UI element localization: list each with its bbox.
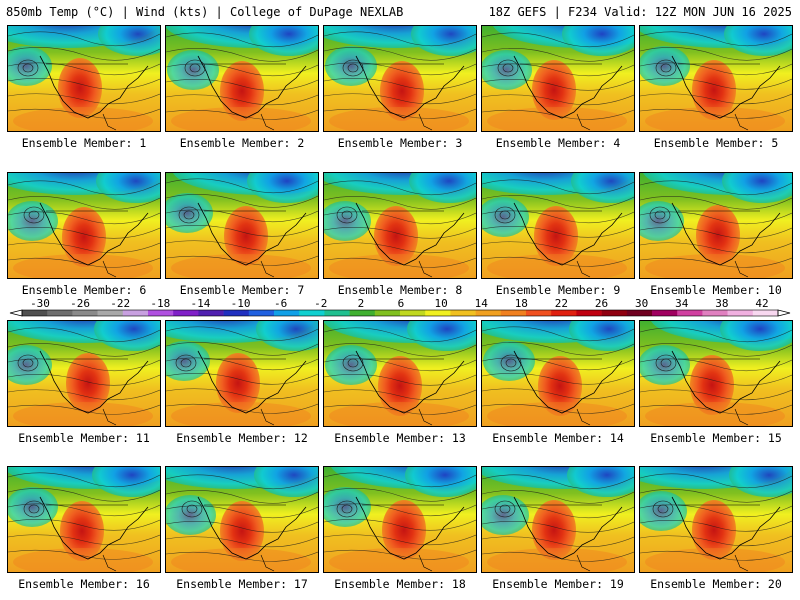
colorbar-tick-label: 26 bbox=[595, 297, 608, 310]
colorbar-swatch bbox=[400, 310, 426, 316]
ensemble-member-map bbox=[165, 320, 319, 427]
colorbar-tick-label: -22 bbox=[110, 297, 130, 310]
ensemble-member-label: Ensemble Member: 11 bbox=[18, 431, 150, 445]
colorbar-tick-label: 10 bbox=[434, 297, 447, 310]
ensemble-member-map bbox=[639, 25, 793, 132]
ensemble-member-label: Ensemble Member: 15 bbox=[650, 431, 782, 445]
colorbar-tick-label: 6 bbox=[398, 297, 405, 310]
colorbar-tick-label: -30 bbox=[30, 297, 50, 310]
colorbar-tick-label: -10 bbox=[231, 297, 251, 310]
colorbar-swatch bbox=[72, 310, 98, 316]
ensemble-member-label: Ensemble Member: 1 bbox=[21, 136, 147, 150]
ensemble-member-map bbox=[165, 25, 319, 132]
ensemble-member-map bbox=[323, 25, 477, 132]
colorbar-swatch bbox=[601, 310, 628, 316]
map-title: 850mb Temp (°C) | Wind (kts) | College o… bbox=[6, 5, 404, 19]
colorbar-swatch bbox=[173, 310, 199, 316]
ensemble-member-map bbox=[323, 172, 477, 279]
colorbar-swatch bbox=[576, 310, 602, 316]
colorbar-tick-label: 22 bbox=[555, 297, 568, 310]
ensemble-member-map bbox=[7, 320, 161, 427]
colorbar-swatch bbox=[349, 310, 376, 316]
ensemble-member-label: Ensemble Member: 10 bbox=[650, 283, 782, 297]
colorbar-tick-label: 14 bbox=[475, 297, 489, 310]
colorbar-tick-label: -26 bbox=[70, 297, 90, 310]
ensemble-member-label: Ensemble Member: 7 bbox=[179, 283, 305, 297]
colorbar-tick-label: 42 bbox=[755, 297, 768, 310]
colorbar-tick-label: 30 bbox=[635, 297, 648, 310]
colorbar-swatch bbox=[274, 310, 300, 316]
colorbar-tick-label: 18 bbox=[515, 297, 528, 310]
colorbar-swatch bbox=[425, 310, 451, 316]
colorbar-swatch bbox=[677, 310, 703, 316]
colorbar-tick-label: -14 bbox=[191, 297, 211, 310]
model-valid-time: 18Z GEFS | F234 Valid: 12Z MON JUN 16 20… bbox=[488, 5, 792, 19]
ensemble-member-map bbox=[323, 466, 477, 573]
ensemble-member-label: Ensemble Member: 18 bbox=[334, 577, 466, 591]
colorbar-swatch bbox=[526, 310, 552, 316]
colorbar-swatch bbox=[374, 310, 401, 316]
colorbar-swatch bbox=[47, 310, 73, 316]
colorbar-tick-label: 2 bbox=[358, 297, 365, 310]
colorbar-swatch bbox=[223, 310, 250, 316]
ensemble-member-label: Ensemble Member: 16 bbox=[18, 577, 150, 591]
colorbar-swatch bbox=[475, 310, 502, 316]
colorbar-swatch bbox=[122, 310, 149, 316]
colorbar-swatch bbox=[97, 310, 124, 316]
colorbar-tick-label: -18 bbox=[150, 297, 170, 310]
ensemble-member-map bbox=[165, 172, 319, 279]
ensemble-member-label: Ensemble Member: 3 bbox=[337, 136, 463, 150]
ensemble-member-label: Ensemble Member: 2 bbox=[179, 136, 305, 150]
colorbar-swatch bbox=[626, 310, 653, 316]
ensemble-member-label: Ensemble Member: 12 bbox=[176, 431, 308, 445]
ensemble-member-map bbox=[481, 25, 635, 132]
colorbar-swatch bbox=[752, 310, 779, 316]
colorbar-swatch bbox=[324, 310, 350, 316]
ensemble-member-label: Ensemble Member: 5 bbox=[653, 136, 779, 150]
ensemble-member-label: Ensemble Member: 13 bbox=[334, 431, 466, 445]
ensemble-member-label: Ensemble Member: 19 bbox=[492, 577, 624, 591]
colorbar-swatch bbox=[727, 310, 754, 316]
ensemble-member-label: Ensemble Member: 6 bbox=[21, 283, 147, 297]
ensemble-member-map bbox=[7, 466, 161, 573]
ensemble-member-map bbox=[639, 320, 793, 427]
colorbar-tick-label: 38 bbox=[715, 297, 728, 310]
ensemble-member-label: Ensemble Member: 8 bbox=[337, 283, 463, 297]
colorbar-swatch bbox=[702, 310, 728, 316]
ensemble-member-label: Ensemble Member: 14 bbox=[492, 431, 624, 445]
ensemble-member-label: Ensemble Member: 9 bbox=[495, 283, 621, 297]
ensemble-member-label: Ensemble Member: 20 bbox=[650, 577, 782, 591]
colorbar-tick-label: -2 bbox=[314, 297, 327, 310]
colorbar-swatch bbox=[198, 310, 224, 316]
ensemble-member-map bbox=[165, 466, 319, 573]
colorbar-swatch bbox=[450, 310, 476, 316]
ensemble-member-map bbox=[7, 172, 161, 279]
ensemble-member-map bbox=[7, 25, 161, 132]
ensemble-member-map bbox=[481, 320, 635, 427]
colorbar-swatch bbox=[551, 310, 577, 316]
colorbar-tick-label: -6 bbox=[274, 297, 287, 310]
colorbar-swatch bbox=[148, 310, 174, 316]
colorbar-swatch bbox=[500, 310, 527, 316]
ensemble-member-label: Ensemble Member: 4 bbox=[495, 136, 621, 150]
colorbar-swatch bbox=[248, 310, 275, 316]
ensemble-member-map bbox=[481, 172, 635, 279]
ensemble-member-map bbox=[639, 466, 793, 573]
colorbar-swatch bbox=[299, 310, 325, 316]
ensemble-member-label: Ensemble Member: 17 bbox=[176, 577, 308, 591]
colorbar-tick-label: 34 bbox=[675, 297, 689, 310]
ensemble-member-map bbox=[481, 466, 635, 573]
ensemble-member-map bbox=[323, 320, 477, 427]
colorbar-swatch bbox=[22, 310, 48, 316]
colorbar-swatch bbox=[652, 310, 678, 316]
temperature-colorbar: -30 -26 -22 -18 -14 -10 -6 -2 2 6 10 14 18 22 26 30 34 38… bbox=[6, 297, 794, 321]
ensemble-member-map bbox=[639, 172, 793, 279]
